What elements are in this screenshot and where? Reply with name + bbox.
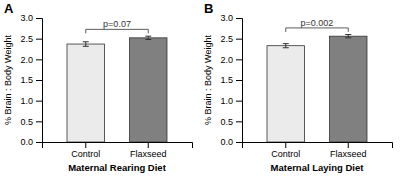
y-tick-label: 2.0: [220, 55, 233, 65]
error-bar-cap: [345, 37, 351, 38]
y-tick: 0.5: [220, 117, 242, 127]
error-bar: [283, 44, 289, 48]
x-axis-line: [243, 143, 393, 149]
y-axis-line: [36, 19, 43, 143]
chart-container: 0.0 0.5 1.0 1.5 2.0 2.5 3.0 Control Flaxseed p=0.…: [0, 0, 400, 176]
error-bar-stem: [85, 42, 86, 47]
y-tick-mark: [236, 121, 242, 122]
y-tick-label: 2.0: [20, 55, 33, 65]
y-tick: 1.5: [220, 75, 242, 85]
panel-label: A: [4, 1, 14, 16]
plot-area: 0.0 0.5 1.0 1.5 2.0 2.5 3.0 Control Flaxseed p=0.…: [203, 13, 393, 173]
x-tick: Flaxseed: [330, 142, 367, 159]
y-axis: 0.0 0.5 1.0 1.5 2.0 2.5 3.0: [220, 13, 242, 147]
panel: 0.0 0.5 1.0 1.5 2.0 2.5 3.0 Control Flaxseed p=0.…: [3, 1, 193, 173]
y-tick: 1.5: [20, 75, 42, 85]
error-bar-cap: [345, 34, 351, 35]
x-axis-line: [43, 143, 193, 149]
y-tick-mark: [36, 101, 42, 102]
marks: [67, 29, 167, 142]
error-bar-cap: [283, 43, 289, 44]
significance-bracket: [86, 29, 149, 33]
error-bar-stem: [285, 44, 286, 48]
x-tick-mark: [148, 142, 149, 148]
y-tick-label: 2.5: [220, 34, 233, 44]
error-bar: [345, 35, 351, 38]
bar: [267, 46, 305, 142]
marks: [267, 28, 367, 142]
error-bar-cap: [283, 47, 289, 48]
y-tick-mark: [36, 121, 42, 122]
error-bar-cap: [145, 36, 151, 37]
y-tick-mark: [36, 80, 42, 81]
x-axis-title: Maternal Laying Diet: [271, 162, 365, 173]
y-tick: 2.0: [20, 55, 42, 65]
y-tick-label: 0.0: [220, 137, 233, 147]
x-tick: Control: [71, 142, 100, 159]
y-tick: 1.0: [220, 96, 242, 106]
plot-area: 0.0 0.5 1.0 1.5 2.0 2.5 3.0 Control Flaxseed p=0.…: [3, 13, 193, 173]
y-tick: 2.5: [220, 34, 242, 44]
error-bar-cap: [145, 39, 151, 40]
x-tick: Flaxseed: [130, 142, 167, 159]
panel-label: B: [204, 1, 213, 16]
y-tick-mark: [36, 18, 42, 19]
x-axis: Control Flaxseed: [243, 142, 393, 159]
p-value: p=0.07: [103, 19, 131, 29]
y-tick-label: 0.5: [20, 117, 33, 127]
x-tick-mark: [285, 142, 286, 148]
y-tick-mark: [236, 59, 242, 60]
x-tick-label: Flaxseed: [330, 149, 367, 159]
y-axis: 0.0 0.5 1.0 1.5 2.0 2.5 3.0: [20, 13, 42, 147]
y-tick-label: 2.5: [20, 34, 33, 44]
y-tick: 3.0: [20, 13, 42, 23]
y-tick-mark: [36, 39, 42, 40]
y-tick-mark: [236, 18, 242, 19]
x-tick-mark: [348, 142, 349, 148]
y-axis-title: % Brain : Body Weight: [3, 35, 13, 125]
y-tick-mark: [36, 142, 42, 143]
y-tick-label: 3.0: [220, 13, 233, 23]
y-tick-label: 0.5: [220, 117, 233, 127]
y-tick: 0.0: [20, 137, 42, 147]
x-tick-label: Control: [71, 149, 100, 159]
x-axis-title: Maternal Rearing Diet: [68, 162, 166, 173]
y-tick-label: 0.0: [20, 137, 33, 147]
y-tick-label: 1.5: [220, 75, 233, 85]
p-value: p=0.002: [301, 18, 334, 28]
y-tick-label: 1.0: [220, 96, 233, 106]
y-tick: 0.0: [220, 137, 242, 147]
error-bar: [83, 42, 89, 47]
error-bar-cap: [83, 41, 89, 42]
y-tick-mark: [36, 59, 42, 60]
y-tick: 3.0: [220, 13, 242, 23]
x-tick: Control: [271, 142, 300, 159]
y-tick: 2.5: [20, 34, 42, 44]
y-axis-title: % Brain : Body Weight: [203, 35, 213, 125]
significance-bracket: [286, 28, 349, 32]
y-tick: 2.0: [220, 55, 242, 65]
y-tick-mark: [236, 101, 242, 102]
y-axis-line: [236, 19, 243, 143]
y-tick-label: 3.0: [20, 13, 33, 23]
figure: 0.0 0.5 1.0 1.5 2.0 2.5 3.0 Control Flaxseed p=0.…: [0, 0, 400, 176]
y-tick-label: 1.5: [20, 75, 33, 85]
error-bar: [145, 36, 151, 39]
bar: [330, 36, 368, 142]
y-tick-mark: [236, 80, 242, 81]
bar: [130, 38, 168, 142]
y-tick-mark: [236, 39, 242, 40]
error-bar-cap: [83, 46, 89, 47]
x-tick-label: Control: [271, 149, 300, 159]
y-tick-mark: [236, 142, 242, 143]
x-tick-label: Flaxseed: [130, 149, 167, 159]
y-tick-label: 1.0: [20, 96, 33, 106]
y-tick: 0.5: [20, 117, 42, 127]
x-axis: Control Flaxseed: [43, 142, 193, 159]
panel: 0.0 0.5 1.0 1.5 2.0 2.5 3.0 Control Flaxseed p=0.…: [203, 1, 393, 173]
x-tick-mark: [85, 142, 86, 148]
y-tick: 1.0: [20, 96, 42, 106]
bar: [67, 44, 105, 142]
